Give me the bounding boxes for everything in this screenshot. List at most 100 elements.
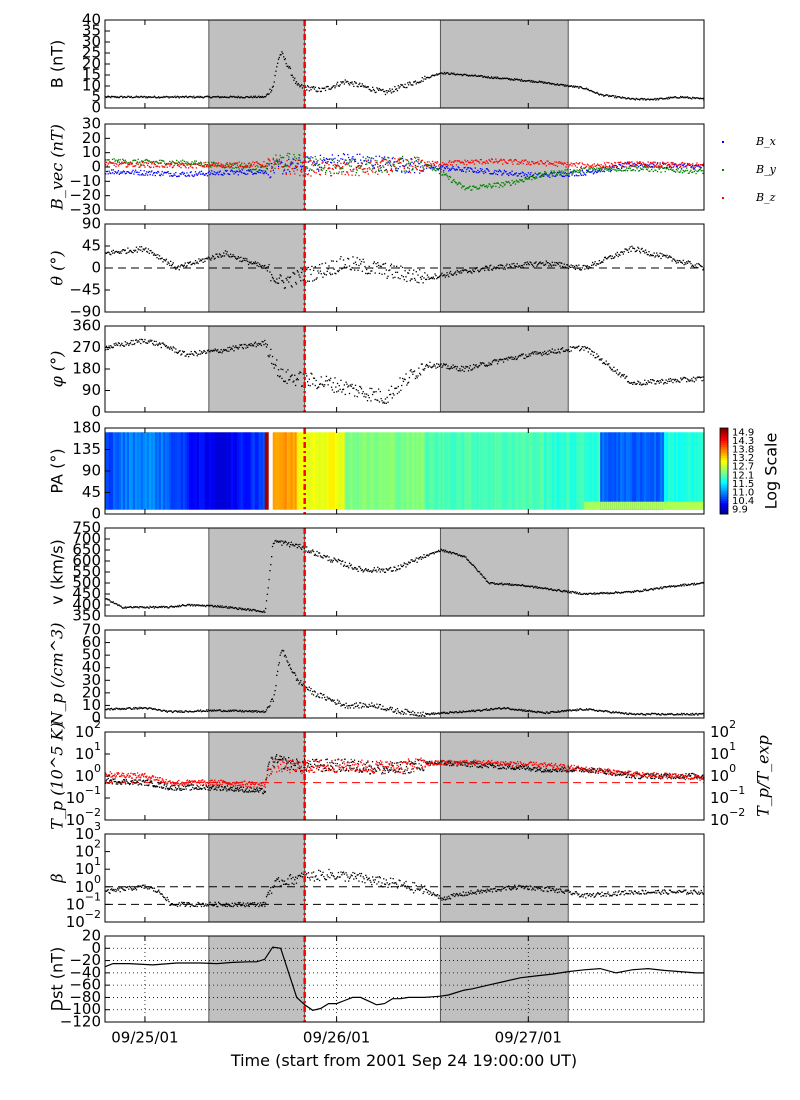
data-point: [204, 260, 206, 263]
data-point: [348, 392, 351, 395]
data-point: [561, 175, 564, 178]
data-point: [139, 96, 141, 98]
data-point: [348, 258, 350, 260]
data-point: [352, 170, 354, 173]
data-point: [452, 364, 454, 366]
data-point: [140, 342, 142, 345]
data-point: [590, 165, 592, 167]
data-point: [409, 280, 411, 282]
data-point: [700, 164, 702, 166]
data-point: [407, 159, 409, 161]
data-point: [271, 276, 274, 279]
data-point: [640, 248, 642, 250]
data-point: [179, 96, 181, 98]
data-point: [176, 162, 178, 164]
data-point: [536, 265, 538, 267]
data-point: [519, 354, 521, 357]
data-point: [611, 255, 613, 257]
data-point: [511, 170, 513, 172]
heatmap-cell: [298, 432, 302, 510]
data-point: [291, 74, 293, 76]
data-point: [208, 605, 210, 607]
data-point: [353, 158, 355, 160]
data-point: [142, 341, 144, 343]
data-point: [644, 383, 647, 386]
data-point: [382, 165, 384, 167]
data-point: [564, 266, 566, 268]
data-point: [336, 382, 339, 385]
data-point: [129, 249, 132, 252]
data-point: [172, 161, 174, 163]
data-point: [698, 166, 701, 168]
data-point: [191, 353, 193, 355]
data-point: [608, 170, 610, 172]
data-point: [410, 165, 412, 167]
data-point: [458, 181, 460, 184]
data-point: [495, 76, 497, 78]
data-point: [629, 98, 631, 100]
data-point: [458, 159, 460, 162]
data-point: [496, 182, 499, 184]
data-point: [467, 270, 470, 273]
data-point: [109, 600, 111, 602]
heatmap-cell: [112, 432, 116, 510]
data-point: [128, 96, 131, 98]
data-point: [173, 606, 175, 608]
data-point: [270, 280, 272, 282]
data-point: [666, 254, 668, 256]
data-point: [383, 156, 386, 158]
data-point: [436, 363, 438, 365]
data-point: [439, 72, 441, 75]
data-point: [263, 343, 265, 346]
data-point: [418, 163, 420, 165]
data-point: [633, 98, 636, 100]
data-point: [638, 162, 641, 165]
data-point: [189, 171, 192, 174]
heatmap-cell: [432, 432, 436, 510]
data-point: [638, 169, 641, 172]
data-point: [579, 169, 581, 171]
data-point: [499, 184, 501, 186]
data-point: [400, 157, 402, 160]
data-point: [174, 174, 176, 176]
data-point: [133, 173, 135, 175]
data-point: [448, 161, 450, 163]
heatmap-cell: [638, 501, 641, 510]
heatmap-cell: [332, 432, 336, 510]
data-point: [520, 179, 522, 181]
data-point: [317, 555, 319, 557]
heatmap-cell: [116, 432, 120, 510]
data-point: [193, 354, 195, 356]
data-point: [210, 349, 212, 352]
heatmap-cell: [602, 501, 605, 510]
data-point: [646, 166, 648, 168]
data-point: [266, 162, 269, 164]
data-point: [229, 95, 232, 97]
data-point: [328, 164, 330, 166]
data-point: [526, 178, 529, 180]
data-point: [433, 168, 435, 170]
data-point: [323, 156, 325, 159]
data-point: [427, 165, 429, 167]
heatmap-cell: [198, 432, 202, 510]
data-point: [606, 169, 608, 171]
data-point: [660, 97, 662, 100]
heatmap-cell: [434, 432, 438, 510]
data-point: [559, 162, 561, 165]
data-point: [270, 176, 272, 178]
data-point: [689, 379, 691, 381]
data-point: [369, 89, 371, 91]
data-point: [260, 96, 263, 99]
data-point: [556, 351, 559, 354]
data-point: [306, 161, 308, 163]
data-point: [121, 95, 123, 98]
data-point: [499, 358, 501, 360]
data-point: [438, 365, 441, 367]
data-point: [487, 75, 489, 78]
data-point: [423, 369, 425, 371]
data-point: [563, 162, 565, 164]
data-point: [178, 161, 180, 164]
data-point: [381, 159, 383, 162]
data-point: [182, 350, 184, 352]
data-point: [299, 86, 301, 88]
